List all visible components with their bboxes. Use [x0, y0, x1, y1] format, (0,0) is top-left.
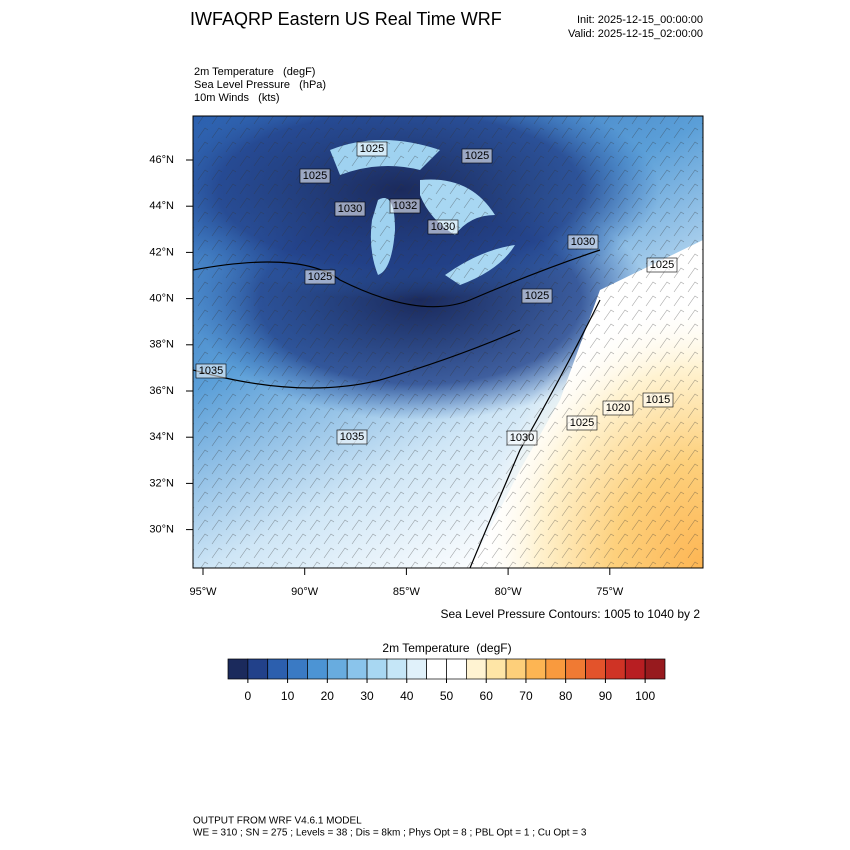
- contour-labels: 1025 1025 1025 1030 1030 1025 1025 1030 1025 1020…: [195, 141, 678, 446]
- contour-label-box: [461, 148, 493, 164]
- lon-label: 75°W: [596, 586, 624, 598]
- contour-label: 1035: [199, 365, 223, 377]
- lat-label: 38°N: [149, 339, 174, 351]
- colorbar-tick-label: 30: [360, 689, 374, 703]
- contour-label-box: [389, 198, 421, 214]
- colorbar-swatch: [426, 658, 447, 680]
- contour-label: 1025: [360, 143, 384, 155]
- lat-label: 42°N: [149, 246, 174, 258]
- field-label: Sea Level Pressure (hPa): [194, 79, 326, 91]
- colorbar-tick-label: 20: [321, 689, 335, 703]
- colorbar-swatch: [525, 658, 547, 680]
- colorbar-swatch: [485, 658, 507, 680]
- lon-axis: 95°W 90°W 85°W 80°W 75°W: [189, 568, 624, 598]
- contour-label-box: [334, 201, 366, 217]
- colorbar-swatch: [307, 658, 328, 680]
- contour-label-box: [646, 257, 678, 273]
- contour-label-box: [304, 269, 336, 285]
- lon-label: 80°W: [495, 586, 523, 598]
- init-time: Init: 2025-12-15_00:00:00: [577, 14, 703, 26]
- contour-label: 1025: [650, 259, 674, 271]
- contour-label: 1025: [570, 417, 594, 429]
- lon-label: 90°W: [291, 586, 319, 598]
- contour-label: 1025: [465, 150, 489, 162]
- contour-label: 1025: [308, 271, 332, 283]
- colorbar-swatch: [346, 658, 368, 680]
- colorbar-swatch: [585, 658, 606, 680]
- colorbar-tick-label: 60: [480, 689, 494, 703]
- contour-label-box: [356, 141, 388, 157]
- valid-time: Valid: 2025-12-15_02:00:00: [568, 28, 703, 40]
- colorbar-swatch: [505, 658, 527, 680]
- colorbar-swatch: [287, 658, 308, 680]
- lat-axis: 46°N 44°N 42°N 40°N 38°N 36°N 34°N 32°N 30°N: [149, 154, 193, 536]
- contour-label-box: [567, 234, 599, 250]
- contour-label: 1015: [646, 394, 670, 406]
- contour-label-box: [642, 392, 674, 408]
- colorbar-tick-label: 0: [245, 689, 252, 703]
- colorbar-tick-label: 90: [599, 689, 613, 703]
- lat-label: 30°N: [149, 524, 174, 536]
- contour-label: 1030: [431, 221, 455, 233]
- colorbar-tick-label: 70: [519, 689, 533, 703]
- colorbar-tick-label: 40: [400, 689, 414, 703]
- colorbar-tick-label: 50: [440, 689, 454, 703]
- contour-label-box: [521, 288, 553, 304]
- contour-label-box: [336, 429, 368, 445]
- lon-label: 85°W: [393, 586, 421, 598]
- colorbar-swatch: [446, 658, 467, 680]
- colorbar-swatch: [227, 658, 249, 680]
- contour-label-box: [427, 219, 459, 235]
- colorbar-swatch: [605, 658, 626, 680]
- lat-label: 46°N: [149, 154, 174, 166]
- map-frame: [192, 115, 704, 569]
- lat-label: 40°N: [149, 293, 174, 305]
- lat-label: 32°N: [149, 477, 174, 489]
- map: 1025 1025 1025 1030 1030 1025 1025 1030 1025 1020…: [193, 116, 703, 568]
- contour-label: 1030: [571, 236, 595, 248]
- field-label: 10m Winds (kts): [194, 92, 280, 104]
- lat-label: 34°N: [149, 431, 174, 443]
- lat-label: 44°N: [149, 200, 174, 212]
- contour-label-box: [299, 168, 331, 184]
- contour-label: 1030: [338, 203, 362, 215]
- contour-label: 1032: [393, 200, 417, 212]
- lon-label: 95°W: [189, 586, 217, 598]
- contour-label-box: [195, 363, 227, 379]
- contour-label-box: [506, 430, 538, 446]
- colorbar-swatch: [466, 658, 487, 680]
- colorbar-tick-label: 10: [281, 689, 295, 703]
- field-label: 2m Temperature (degF): [194, 66, 315, 78]
- title: IWFAQRP Eastern US Real Time WRF: [190, 9, 502, 29]
- colorbar: 0 10 20 30 40 50 60 70 80 90 100: [227, 658, 666, 703]
- contour-label-box: [602, 400, 634, 416]
- boundary-line: [193, 249, 601, 568]
- colorbar-swatch: [565, 658, 586, 680]
- wind-barbs: [193, 116, 703, 568]
- lat-label: 36°N: [149, 385, 174, 397]
- contour-label: 1030: [510, 432, 534, 444]
- colorbar-swatch: [644, 658, 666, 680]
- contour-label: 1025: [525, 290, 549, 302]
- colorbar-swatch: [247, 658, 269, 680]
- footer-line: WE = 310 ; SN = 275 ; Levels = 38 ; Dis …: [193, 828, 587, 839]
- colorbar-swatch: [326, 658, 348, 680]
- colorbar-swatch: [267, 658, 288, 680]
- colorbar-title: 2m Temperature (degF): [382, 641, 511, 655]
- colorbar-swatch: [624, 658, 646, 680]
- contour-label: 1020: [606, 402, 630, 414]
- footer-line: OUTPUT FROM WRF V4.6.1 MODEL: [193, 816, 362, 827]
- contour-label: 1025: [303, 170, 327, 182]
- colorbar-tick-label: 100: [635, 689, 655, 703]
- colorbar-swatch: [366, 658, 388, 680]
- contour-note: Sea Level Pressure Contours: 1005 to 104…: [441, 607, 701, 621]
- colorbar-swatch: [406, 658, 427, 680]
- colorbar-tick-label: 80: [559, 689, 573, 703]
- colorbar-swatch: [386, 658, 408, 680]
- contour-label-box: [566, 415, 598, 431]
- contour-label: 1035: [340, 431, 364, 443]
- colorbar-swatch: [545, 658, 567, 680]
